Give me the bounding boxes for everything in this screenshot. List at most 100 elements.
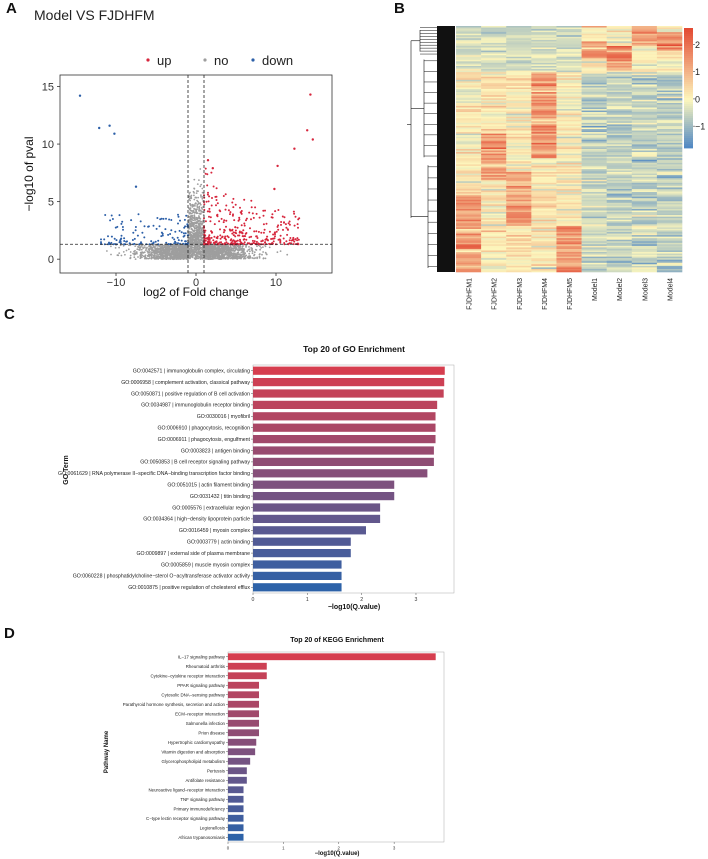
heatmap-cell: [656, 133, 683, 136]
heatmap-cell: [606, 59, 633, 62]
heatmap-cell: [481, 119, 507, 122]
heatmap-cell: [631, 65, 658, 68]
heatmap-cell: [631, 262, 658, 265]
point-no: [190, 196, 193, 199]
point-up: [231, 232, 234, 235]
heatmap-cell: [631, 264, 658, 267]
point-no: [169, 245, 172, 248]
category-label: GO:0034364 | high−density lipoprotein pa…: [143, 517, 250, 523]
heatmap-cell: [556, 147, 582, 150]
heatmap-cell: [656, 227, 683, 230]
heatmap-cell: [556, 221, 582, 224]
heatmap-cell: [581, 204, 607, 207]
heatmap-cell: [631, 129, 658, 131]
point-no: [229, 249, 232, 252]
point-no: [198, 207, 201, 210]
heatmap-cell: [481, 138, 507, 141]
heatmap-cell: [506, 27, 532, 30]
legend-label-down: down: [262, 53, 293, 68]
heatmap-cell: [656, 41, 683, 44]
heatmap-cell: [606, 124, 633, 127]
heatmap-cell: [531, 250, 557, 253]
heatmap-cell: [481, 121, 507, 124]
heatmap-cell: [481, 67, 507, 70]
column-label-fjdhfm4: FJDHFM4: [542, 278, 549, 310]
heatmap-cell: [531, 62, 557, 65]
heatmap-cell: [656, 224, 683, 227]
heatmap-cell: [531, 141, 557, 144]
point-no: [168, 251, 171, 253]
heatmap-cell: [556, 41, 582, 44]
heatmap-cell: [631, 144, 658, 147]
point-no: [188, 193, 191, 195]
heatmap-cell: [481, 227, 507, 230]
heatmap-cell: [506, 168, 532, 171]
heatmap-cell: [456, 42, 482, 45]
point-down: [119, 240, 122, 243]
heatmap-cell: [506, 85, 532, 88]
heatmap-cell: [656, 58, 683, 61]
heatmap-cell: [631, 92, 658, 94]
heatmap-cell: [581, 105, 607, 108]
heatmap-cell: [581, 44, 607, 47]
heatmap-cell: [606, 152, 633, 154]
point-up: [265, 222, 268, 225]
heatmap-cell: [481, 239, 507, 242]
heatmap-cell: [631, 255, 658, 257]
colorbar-segment: [684, 124, 693, 127]
heatmap-cell: [606, 142, 633, 145]
heatmap-cell: [606, 268, 633, 271]
heatmap-cell: [456, 248, 482, 251]
heatmap-cell: [606, 155, 633, 157]
point-up: [284, 223, 287, 226]
volcano-non-significant-points: [106, 168, 289, 261]
point-no: [196, 254, 198, 257]
heatmap-cell: [506, 90, 532, 93]
heatmap-cell: [631, 238, 658, 241]
heatmap-cell: [606, 147, 633, 150]
heatmap-cell: [481, 256, 507, 259]
heatmap-cell: [531, 76, 557, 79]
heatmap-cell: [631, 119, 658, 122]
heatmap-cell: [456, 96, 482, 99]
point-down: [159, 218, 162, 221]
point-up: [242, 235, 245, 238]
colorbar-segment: [684, 62, 693, 65]
heatmap-cell: [456, 113, 482, 116]
heatmap-cell: [531, 216, 557, 219]
heatmap-cell: [506, 116, 532, 119]
heatmap: FJDHFM1 FJDHFM2 FJDHFM3 FJDHFM4 FJDHFM5 Model…: [407, 26, 705, 310]
heatmap-cell: [606, 173, 633, 176]
heatmap-cell: [656, 156, 683, 159]
point-no: [193, 178, 196, 181]
heatmap-cell: [481, 87, 507, 90]
heatmap-cell: [481, 250, 507, 253]
heatmap-cell: [556, 187, 582, 190]
point-no: [124, 253, 126, 256]
heatmap-cell: [581, 221, 607, 224]
point-up: [245, 219, 247, 222]
heatmap-cell: [581, 188, 607, 191]
heatmap-cell: [481, 105, 507, 108]
heatmap-cell: [556, 116, 582, 119]
heatmap-cell: [531, 221, 557, 224]
heatmap-cell: [581, 165, 607, 168]
heatmap-cell: [581, 98, 607, 101]
heatmap-cell: [556, 53, 582, 56]
point-no: [201, 228, 204, 231]
heatmap-cell: [531, 92, 557, 94]
colorbar-segment: [684, 88, 693, 91]
point-no: [232, 247, 234, 250]
heatmap-cell: [556, 55, 582, 58]
point-up: [275, 230, 278, 233]
point-up: [223, 242, 226, 245]
colorbar-segment: [684, 38, 693, 41]
heatmap-cell: [456, 135, 482, 137]
point-no: [198, 224, 201, 227]
heatmap-cell: [581, 230, 607, 233]
heatmap-cell: [656, 49, 683, 51]
heatmap-cell: [556, 168, 582, 171]
point-up: [240, 210, 243, 212]
heatmap-cell: [506, 252, 532, 254]
heatmap-cell: [581, 239, 607, 242]
